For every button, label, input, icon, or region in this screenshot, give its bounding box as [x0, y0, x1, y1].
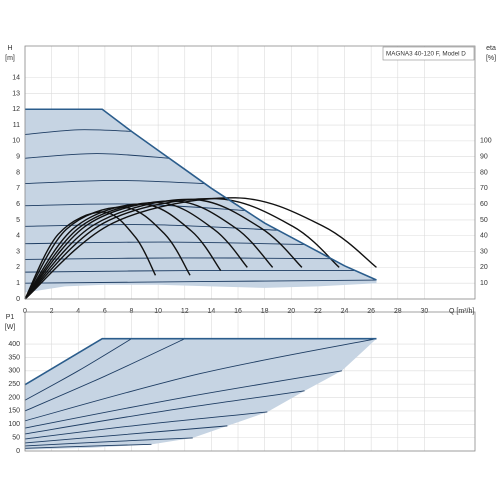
y-tick-label: 350 — [8, 354, 20, 361]
y-tick-label: 400 — [8, 341, 20, 348]
y2-axis-label: eta — [486, 45, 496, 52]
y2-tick-label: 50 — [480, 217, 488, 224]
y-tick-label: 0 — [16, 296, 20, 303]
y2-tick-label: 90 — [480, 154, 488, 161]
y2-tick-label: 60 — [480, 201, 488, 208]
y-tick-label: 11 — [13, 122, 20, 129]
performance-curve — [24, 279, 377, 284]
x-tick-label: 2 — [50, 308, 54, 315]
y-tick-label: 9 — [16, 154, 20, 161]
x-tick-label: 30 — [421, 308, 429, 315]
y2-tick-label: 20 — [480, 264, 488, 271]
max-curve — [25, 108, 377, 281]
y2-tick-label: 10 — [480, 280, 488, 287]
y-tick-label: 100 — [8, 421, 20, 428]
performance-curve — [24, 153, 169, 159]
y-tick-label: 300 — [8, 368, 20, 375]
y-axis-unit: [W] — [5, 324, 16, 331]
y-tick-label: 13 — [12, 90, 20, 97]
performance-curve — [24, 338, 132, 401]
y-tick-label: 4 — [16, 233, 20, 240]
y-tick-label: 250 — [8, 381, 20, 388]
x-tick-label: 10 — [154, 308, 162, 315]
performance-curve — [24, 443, 152, 449]
y-axis-label: P1 — [6, 314, 15, 321]
x-tick-label: 0 — [23, 308, 27, 315]
y-tick-label: 6 — [16, 201, 20, 208]
plot-frame — [24, 311, 476, 452]
y-tick-label: 2 — [16, 264, 20, 271]
y-tick-label: 7 — [16, 185, 20, 192]
y2-axis-unit: [%] — [486, 55, 496, 62]
title-box — [382, 46, 475, 61]
y-tick-label: 1 — [16, 280, 20, 287]
x-tick-label: 24 — [341, 308, 349, 315]
y2-tick-label: 70 — [480, 185, 488, 192]
plot-frame — [24, 45, 476, 300]
x-tick-label: 26 — [367, 308, 375, 315]
max-curve — [24, 337, 377, 386]
operating-area — [25, 109, 377, 293]
performance-curve — [24, 179, 205, 185]
x-tick-label: 20 — [287, 308, 295, 315]
y2-tick-label: 80 — [480, 169, 488, 176]
performance-curve — [24, 224, 278, 231]
x-tick-label: 12 — [181, 308, 189, 315]
y-tick-label: 0 — [16, 448, 20, 455]
y-tick-label: 14 — [12, 74, 20, 81]
y-axis-label: H — [7, 45, 12, 52]
y2-tick-label: 40 — [480, 233, 488, 240]
y-tick-label: 200 — [8, 394, 20, 401]
y-tick-label: 50 — [12, 434, 20, 441]
y-axis-unit: [m] — [5, 55, 15, 62]
efficiency-curve — [24, 198, 303, 300]
performance-curve — [24, 370, 342, 429]
performance-curve — [24, 390, 305, 435]
x-tick-label: 6 — [103, 308, 107, 315]
chart-title: MAGNA3 40-120 F, Model D — [386, 51, 466, 58]
performance-curve — [24, 338, 185, 412]
y-tick-label: 150 — [8, 408, 20, 415]
performance-curve — [24, 425, 228, 444]
performance-curve — [24, 411, 268, 440]
y-tick-label: 8 — [16, 169, 20, 176]
x-tick-label: 14 — [207, 308, 215, 315]
x-axis-label: Q [m³/h] — [449, 308, 474, 315]
y-tick-label: 12 — [12, 106, 20, 113]
y-tick-label: 5 — [16, 217, 20, 224]
performance-curve — [24, 269, 356, 273]
x-tick-label: 18 — [261, 308, 269, 315]
performance-curve — [24, 437, 193, 447]
y2-tick-label: 30 — [480, 248, 488, 255]
performance-curve — [24, 338, 377, 422]
x-tick-label: 16 — [234, 308, 242, 315]
x-tick-label: 28 — [394, 308, 402, 315]
y-tick-label: 3 — [16, 248, 20, 255]
x-tick-label: 22 — [314, 308, 322, 315]
plot-layer: 0123456789101112131410203040506070809010… — [8, 45, 492, 455]
performance-curve — [24, 241, 305, 245]
x-tick-label: 4 — [76, 308, 80, 315]
performance-curve — [24, 129, 132, 135]
y2-tick-label: 100 — [480, 138, 492, 145]
x-tick-label: 8 — [130, 308, 134, 315]
y-tick-label: 10 — [12, 138, 20, 145]
